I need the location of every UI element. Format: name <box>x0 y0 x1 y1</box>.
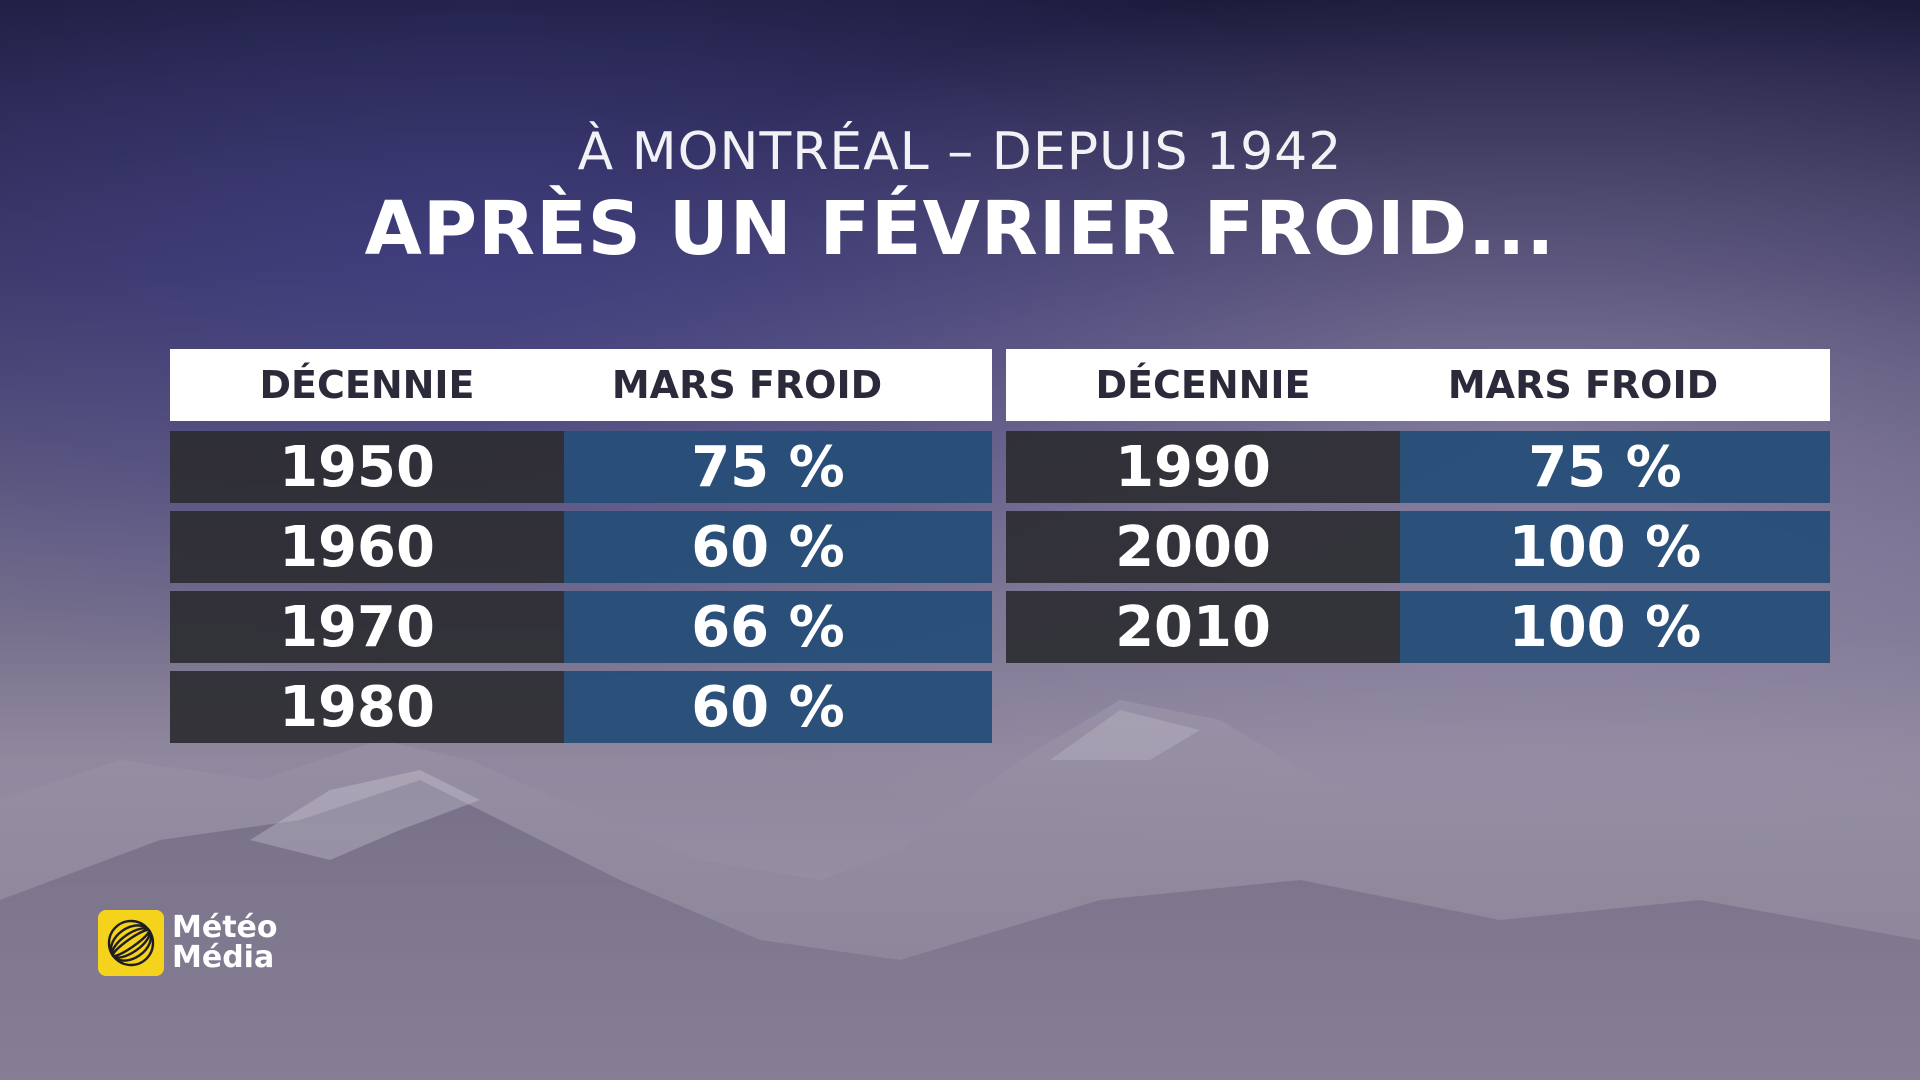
page-title: APRÈS UN FÉVRIER FROID... <box>364 186 1556 272</box>
table-header: DÉCENNIE MARS FROID <box>170 349 992 421</box>
logo-badge <box>98 910 164 976</box>
cold-march-cell: 100 % <box>1400 511 1830 583</box>
decade-cell: 2000 <box>1006 511 1400 583</box>
cold-march-cell: 100 % <box>1400 591 1830 663</box>
globe-icon <box>107 919 155 967</box>
table-row: 1990 75 % <box>1006 431 1830 503</box>
decade-cell: 1970 <box>170 591 564 663</box>
decade-cell: 1960 <box>170 511 564 583</box>
table-row: 1960 60 % <box>170 511 992 583</box>
meteomedia-logo: Météo Média <box>98 910 278 976</box>
table-row: 1950 75 % <box>170 431 992 503</box>
cold-march-cell: 60 % <box>564 671 992 743</box>
cold-march-cell: 60 % <box>564 511 992 583</box>
logo-text: Météo Média <box>172 913 278 973</box>
column-header-cold-march: MARS FROID <box>611 363 883 407</box>
logo-line-2: Média <box>172 940 275 975</box>
table-header: DÉCENNIE MARS FROID <box>1006 349 1830 421</box>
decade-table-left: DÉCENNIE MARS FROID 1950 75 % 1960 60 % … <box>170 349 992 751</box>
decade-cell: 1950 <box>170 431 564 503</box>
column-header-decade: DÉCENNIE <box>259 363 475 407</box>
table-row: 1980 60 % <box>170 671 992 743</box>
subtitle: À MONTRÉAL – DEPUIS 1942 <box>577 122 1343 182</box>
decade-cell: 1980 <box>170 671 564 743</box>
table-row: 1970 66 % <box>170 591 992 663</box>
table-row: 2000 100 % <box>1006 511 1830 583</box>
decade-cell: 2010 <box>1006 591 1400 663</box>
column-header-decade: DÉCENNIE <box>1095 363 1311 407</box>
column-header-cold-march: MARS FROID <box>1447 363 1719 407</box>
decade-cell: 1990 <box>1006 431 1400 503</box>
table-row: 2010 100 % <box>1006 591 1830 663</box>
cold-march-cell: 75 % <box>1400 431 1830 503</box>
cold-march-cell: 75 % <box>564 431 992 503</box>
logo-line-1: Météo <box>172 910 278 945</box>
decade-table-right: DÉCENNIE MARS FROID 1990 75 % 2000 100 %… <box>1006 349 1830 671</box>
cold-march-cell: 66 % <box>564 591 992 663</box>
